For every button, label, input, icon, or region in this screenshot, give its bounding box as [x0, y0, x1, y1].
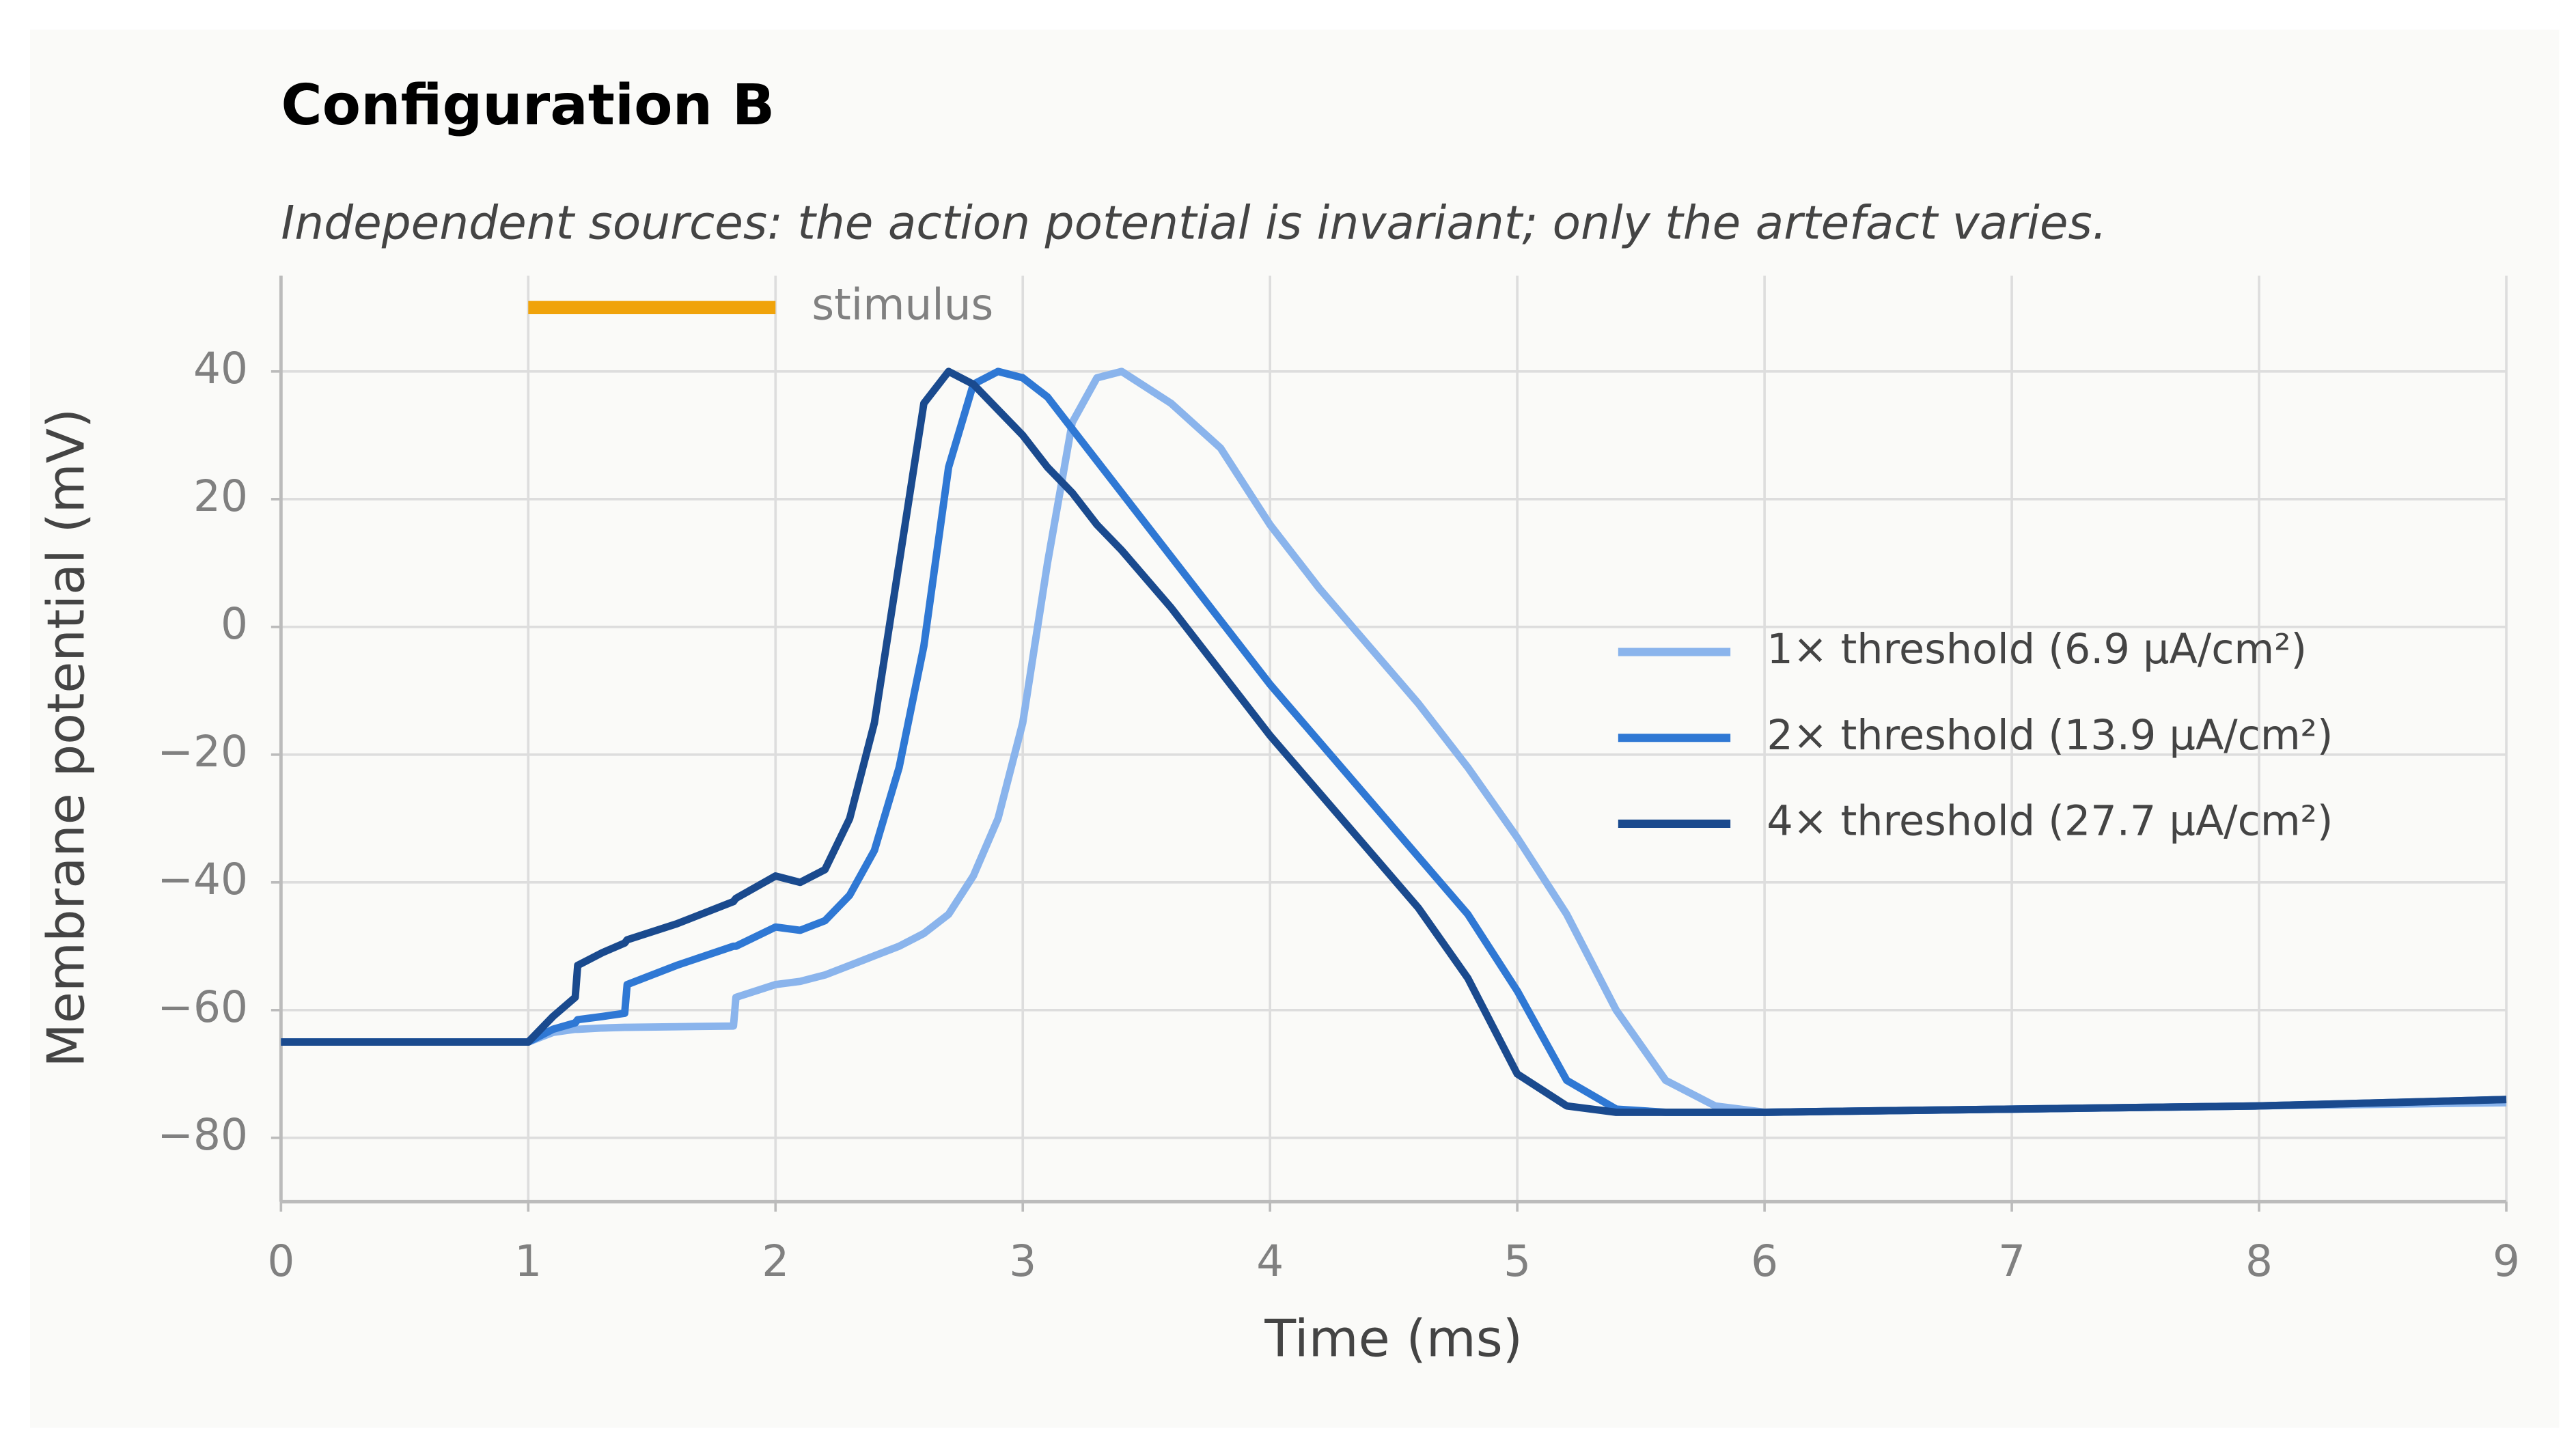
chart-background	[30, 29, 2560, 1428]
x-tick-label: 5	[1504, 1236, 1531, 1286]
chart-subtitle: Independent sources: the action potentia…	[281, 196, 2107, 250]
y-tick-label: −60	[157, 982, 248, 1032]
x-tick-label: 4	[1256, 1236, 1284, 1286]
series-line	[281, 367, 2507, 1116]
x-axis-label: Time (ms)	[1264, 1308, 1523, 1368]
y-tick-label: 20	[193, 471, 248, 521]
x-tick-label: 1	[514, 1236, 542, 1286]
y-tick-label: −20	[157, 727, 248, 777]
legend-label: 2× threshold (13.9 μA/cm²)	[1767, 712, 2333, 760]
x-tick-label: 7	[1998, 1236, 2025, 1286]
legend-label: 1× threshold (6.9 μA/cm²)	[1767, 626, 2307, 673]
x-tick-label: 9	[2493, 1236, 2520, 1286]
x-tick-label: 0	[267, 1236, 294, 1286]
chart-title: Configuration B	[281, 73, 775, 138]
legend-label: 4× threshold (27.7 μA/cm²)	[1767, 798, 2333, 846]
y-tick-label: −40	[157, 854, 248, 904]
x-tick-label: 3	[1009, 1236, 1036, 1286]
y-tick-label: −80	[157, 1110, 248, 1160]
series-line	[281, 367, 2507, 1116]
x-tick-label: 8	[2245, 1236, 2273, 1286]
y-tick-label: 40	[193, 344, 248, 393]
x-tick-label: 2	[762, 1236, 789, 1286]
y-tick-label: 0	[221, 599, 248, 649]
y-axis-label: Membrane potential (mV)	[36, 408, 96, 1068]
series-line	[281, 367, 2507, 1116]
x-tick-label: 6	[1751, 1236, 1778, 1286]
stimulus-label: stimulus	[812, 279, 993, 329]
